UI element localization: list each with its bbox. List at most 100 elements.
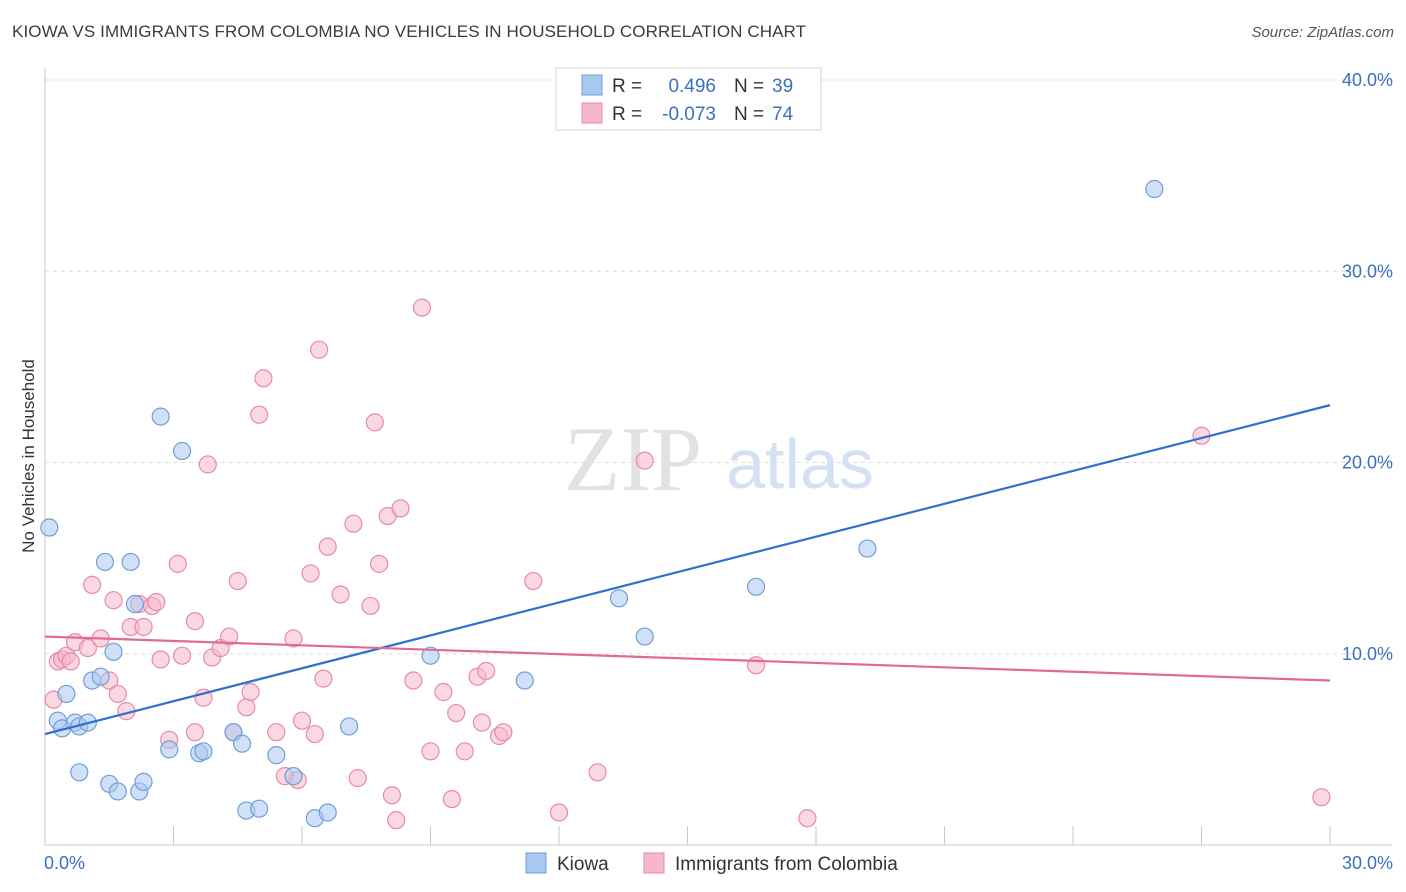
kiowa-point (267, 746, 286, 765)
kiowa-point (515, 671, 534, 690)
colombia-point (1312, 788, 1331, 807)
trendlines (44, 404, 1331, 736)
stats-n-value-kiowa: 39 (772, 76, 793, 97)
colombia-point (78, 638, 97, 658)
watermark-zip: ZIP (564, 408, 702, 510)
colombia-point (447, 703, 466, 723)
stats-legend: R = 0.496 N = 39 R = -0.073 N = 74 (555, 67, 822, 131)
stats-r-value-colombia: -0.073 (662, 104, 716, 125)
colombia-point (284, 629, 303, 648)
colombia-point (220, 627, 239, 646)
kiowa-point (108, 782, 127, 801)
stats-r-value-kiowa: 0.496 (668, 76, 716, 97)
chart-title: KIOWA VS IMMIGRANTS FROM COLOMBIA NO VEH… (12, 22, 807, 41)
colombia-point (549, 803, 569, 822)
kiowa-point (172, 441, 192, 461)
watermark-atlas: atlas (726, 425, 874, 503)
colombia-point (442, 789, 462, 809)
colombia-point (314, 669, 333, 688)
colombia-point (370, 554, 389, 573)
colombia-point (151, 650, 170, 669)
kiowa-point (40, 518, 59, 537)
colombia-point (104, 591, 123, 610)
colombia-point (588, 763, 607, 782)
axes (44, 68, 1392, 846)
colombia-point (365, 413, 384, 432)
kiowa-point (609, 589, 629, 608)
colombia-point (241, 682, 260, 702)
kiowa-point (134, 772, 153, 791)
stats-r-label-colombia: R = (612, 104, 642, 125)
kiowa-point (858, 539, 877, 558)
kiowa-point (284, 767, 303, 786)
kiowa-point (104, 642, 123, 661)
kiowa-point (160, 740, 179, 759)
colombia-point (404, 671, 423, 690)
colombia-point (147, 593, 166, 612)
colombia-point (635, 451, 654, 470)
kiowa-point (95, 552, 115, 572)
kiowa-point (746, 577, 766, 596)
colombia-point (168, 554, 187, 573)
series-kiowa-points (40, 179, 1164, 828)
grid-lines (45, 79, 1392, 655)
colombia-point (237, 698, 256, 717)
kiowa-point (151, 407, 170, 426)
y-tick-label: 40.0% (1342, 70, 1393, 90)
kiowa-point (340, 717, 359, 736)
colombia-point (798, 809, 817, 828)
colombia-point (746, 656, 766, 675)
kiowa-point (318, 803, 337, 822)
colombia-point (421, 742, 440, 761)
kiowa-point (70, 763, 89, 782)
colombia-point (494, 723, 513, 742)
colombia-point (318, 537, 337, 556)
colombia-point (344, 514, 363, 533)
kiowa-point (232, 734, 252, 753)
colombia-point (361, 596, 380, 616)
stats-swatch-colombia (581, 102, 603, 124)
stats-n-label-colombia: N = (734, 104, 764, 125)
stats-n-value-colombia: 74 (772, 104, 794, 125)
legend-swatch-colombia (643, 852, 665, 874)
legend-label-kiowa: Kiowa (557, 854, 609, 875)
colombia-point (412, 298, 432, 317)
colombia-point (331, 585, 350, 604)
colombia-point (292, 711, 312, 730)
kiowa-point (1145, 179, 1164, 199)
colombia-point (477, 661, 496, 681)
source-label: Source: ZipAtlas.com (1251, 24, 1394, 41)
kiowa-point (250, 799, 269, 818)
colombia-point (472, 713, 491, 732)
colombia-point (172, 646, 192, 665)
colombia-point (305, 724, 324, 744)
kiowa-point (421, 646, 440, 665)
colombia-point (185, 723, 205, 742)
series-colombia-points (44, 298, 1331, 830)
kiowa-point (125, 594, 145, 614)
kiowa-point (121, 552, 140, 572)
colombia-point (108, 684, 127, 704)
kiowa-point (57, 684, 76, 704)
stats-r-label-kiowa: R = (612, 76, 642, 97)
watermark: ZIP atlas (564, 408, 874, 510)
legend-swatch-kiowa (525, 852, 547, 874)
colombia-point (83, 575, 102, 595)
colombia-point (348, 768, 367, 788)
kiowa-trendline (44, 404, 1331, 736)
stats-swatch-kiowa (581, 74, 603, 96)
colombia-point (198, 455, 217, 474)
colombia-point (310, 340, 329, 359)
colombia-point (228, 571, 247, 591)
colombia-point (250, 405, 269, 424)
tick-labels: 10.0% 20.0% 30.0% 40.0% 0.0% 30.0% (44, 70, 1393, 873)
colombia-point (267, 723, 286, 742)
kiowa-point (194, 742, 213, 761)
colombia-point (61, 652, 80, 671)
colombia-point (391, 499, 410, 518)
colombia-point (134, 617, 153, 637)
colombia-point (434, 682, 453, 702)
colombia-point (387, 811, 406, 830)
stats-n-label-kiowa: N = (734, 76, 764, 97)
